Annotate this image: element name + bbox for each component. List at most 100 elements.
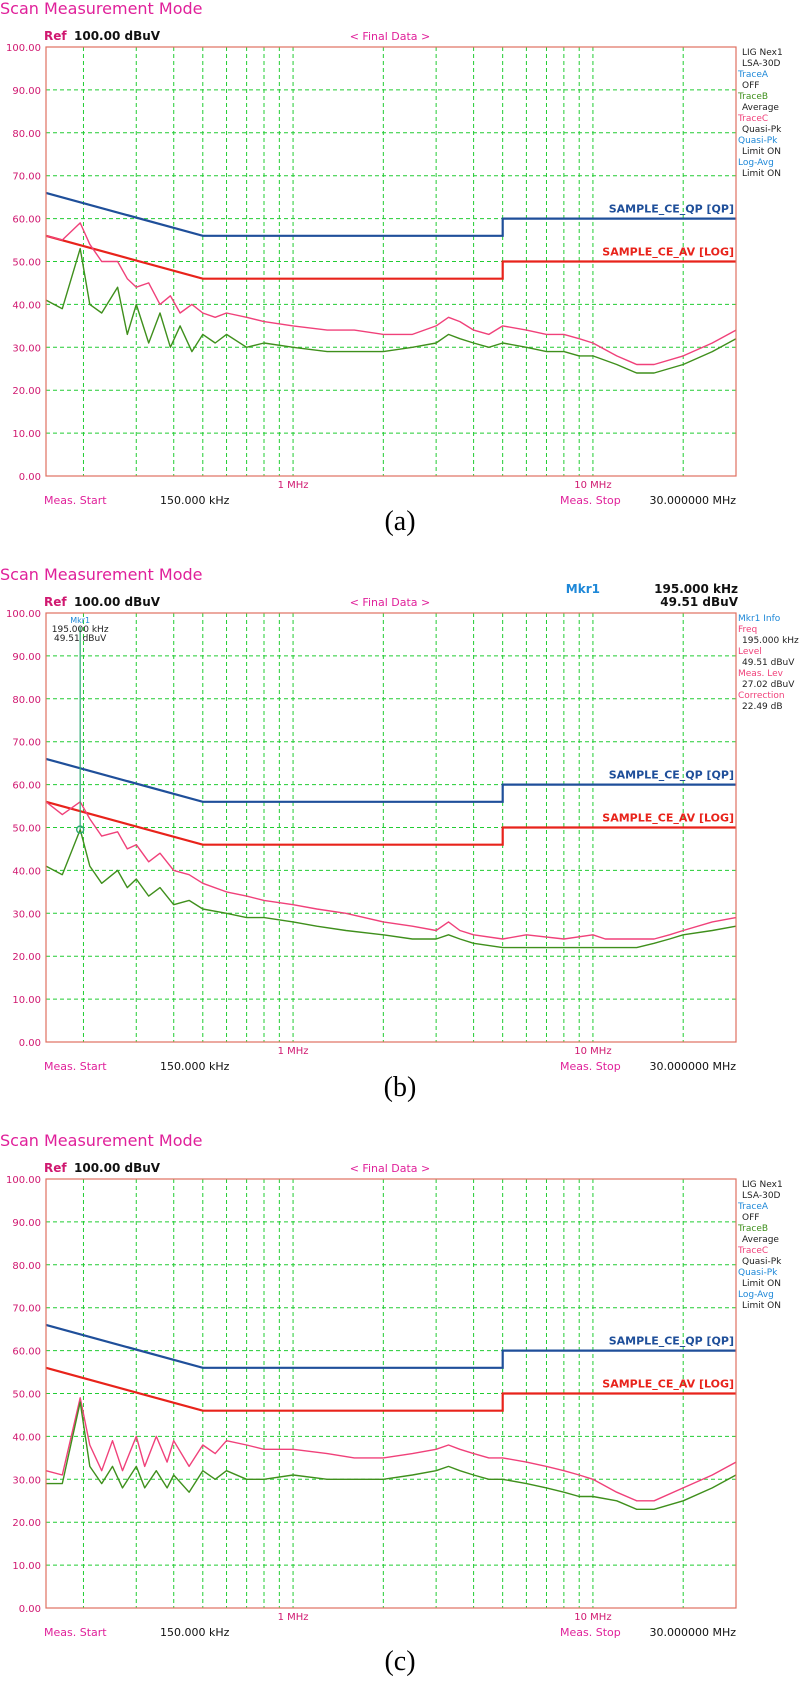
side-info-text: LSA-30D (742, 1191, 781, 1201)
qp-limit-line (45, 757, 736, 803)
y-tick-label: 80.00 (12, 695, 41, 706)
y-tick-label: 20.00 (12, 952, 41, 963)
meas-start-label: Meas. Start (44, 1626, 107, 1639)
y-tick-label: 70.00 (12, 172, 41, 183)
ref-label: Ref (44, 595, 67, 609)
final-data-header: < Final Data > (350, 596, 431, 609)
meas-stop-label: Meas. Stop (560, 1626, 621, 1639)
side-info-text: Log-Avg (738, 158, 774, 168)
y-tick-label: 80.00 (12, 1261, 41, 1272)
side-info-text: TraceA (737, 70, 769, 80)
meas-stop-label: Meas. Stop (560, 1060, 621, 1073)
side-info-text: 22.49 dB (742, 702, 783, 712)
x-tick-label: 1 MHz (278, 1046, 309, 1057)
y-tick-label: 60.00 (12, 1347, 41, 1358)
emi-chart-c: Scan Measurement Mode Ref 100.00 dBuV < Fin… (0, 1132, 783, 1639)
side-info-text: Level (738, 647, 762, 657)
side-info-text: Average (742, 103, 779, 113)
meas-start-value: 150.000 kHz (160, 1060, 230, 1073)
y-tick-label: 80.00 (12, 129, 41, 140)
trace-c-quasi-peak (45, 1397, 737, 1502)
ref-label: Ref (44, 29, 67, 43)
y-tick-label: 50.00 (12, 258, 41, 269)
side-info-text: Average (742, 1235, 779, 1245)
side-info-text: TraceC (737, 114, 768, 124)
y-tick-label: 10.00 (12, 1561, 41, 1572)
side-info-text: LIG Nex1 (742, 48, 783, 58)
av-limit-label: SAMPLE_CE_AV [LOG] (602, 246, 734, 259)
x-tick-label: 10 MHz (574, 480, 611, 491)
emi-chart-b: Scan Measurement Mode Ref 100.00 dBuV < Fin… (0, 566, 799, 1073)
y-tick-label: 90.00 (12, 652, 41, 663)
y-tick-label: 40.00 (12, 300, 41, 311)
qp-limit-label: SAMPLE_CE_QP [QP] (609, 769, 734, 782)
side-info-text: 27.02 dBuV (742, 680, 795, 690)
side-info-text: Quasi-Pk (738, 1268, 778, 1278)
meas-start-label: Meas. Start (44, 494, 107, 507)
trace-b-average (45, 247, 737, 374)
qp-limit-label: SAMPLE_CE_QP [QP] (609, 1335, 734, 1348)
side-info-text: LIG Nex1 (742, 1180, 783, 1190)
y-tick-label: 20.00 (12, 1518, 41, 1529)
side-info-text: 195.000 kHz (742, 636, 799, 646)
av-limit-line (45, 234, 736, 280)
meas-start-value: 150.000 kHz (160, 494, 230, 507)
y-tick-label: 100.00 (6, 1175, 41, 1186)
qp-limit-line (45, 191, 736, 237)
y-tick-label: 100.00 (6, 43, 41, 54)
y-tick-label: 60.00 (12, 781, 41, 792)
panel-caption-c: (c) (384, 1646, 416, 1677)
side-info-text: Limit ON (742, 169, 781, 179)
chart-panel-b: Scan Measurement Mode Ref 100.00 dBuV < Fin… (0, 566, 800, 1132)
panel-caption-a: (a) (384, 506, 416, 537)
side-info-text: TraceB (737, 92, 768, 102)
side-info-text: TraceC (737, 1246, 768, 1256)
side-info-text: Meas. Lev (738, 669, 784, 679)
side-info-text: Quasi-Pk (742, 1257, 782, 1267)
y-tick-label: 30.00 (12, 909, 41, 920)
side-info-text: Quasi-Pk (742, 125, 782, 135)
side-info-text: OFF (742, 81, 759, 91)
side-info-text: Mkr1 Info (738, 614, 781, 624)
side-info-text: Limit ON (742, 147, 781, 157)
plot-frame (45, 46, 737, 477)
trace-b-average (46, 1401, 737, 1510)
meas-stop-value: 30.000000 MHz (649, 1626, 736, 1639)
y-tick-label: 90.00 (12, 1218, 41, 1229)
side-info-text: Limit ON (742, 1279, 781, 1289)
av-limit-line (45, 800, 736, 846)
side-info-text: TraceB (737, 1224, 768, 1234)
meas-stop-value: 30.000000 MHz (649, 1060, 736, 1073)
y-tick-label: 40.00 (12, 1432, 41, 1443)
chart-title: Scan Measurement Mode (0, 1132, 203, 1150)
trace-c-quasi-peak (45, 801, 737, 940)
ref-value: 100.00 dBuV (74, 595, 161, 609)
y-tick-label: 50.00 (12, 1390, 41, 1401)
y-tick-label: 70.00 (12, 1304, 41, 1315)
marker-header-label: Mkr1 (566, 582, 600, 596)
qp-limit-line (45, 1323, 736, 1369)
y-tick-label: 30.00 (12, 343, 41, 354)
y-tick-label: 50.00 (12, 824, 41, 835)
marker-freq: 195.000 kHz (52, 625, 109, 635)
y-tick-label: 40.00 (12, 866, 41, 877)
side-info-text: 49.51 dBuV (742, 658, 795, 668)
ref-label: Ref (44, 1161, 67, 1175)
x-tick-label: 10 MHz (574, 1046, 611, 1057)
emi-chart-a: Scan Measurement Mode Ref 100.00 dBuV < Fin… (0, 0, 783, 507)
marker-header-level: 49.51 dBuV (660, 595, 738, 609)
marker-header-freq: 195.000 kHz (654, 582, 738, 596)
side-info-text: Freq (738, 625, 757, 635)
y-tick-label: 0.00 (19, 472, 41, 483)
chart-panel-a: Scan Measurement Mode Ref 100.00 dBuV < Fin… (0, 0, 800, 566)
y-tick-label: 60.00 (12, 215, 41, 226)
plot-frame (45, 1178, 737, 1609)
side-info-text: Limit ON (742, 1301, 781, 1311)
qp-limit-label: SAMPLE_CE_QP [QP] (609, 203, 734, 216)
meas-stop-label: Meas. Stop (560, 494, 621, 507)
ref-value: 100.00 dBuV (74, 29, 161, 43)
panel-caption-b: (b) (383, 1072, 417, 1103)
x-tick-label: 1 MHz (278, 1612, 309, 1623)
y-tick-label: 30.00 (12, 1475, 41, 1486)
plot-frame (45, 612, 737, 1043)
